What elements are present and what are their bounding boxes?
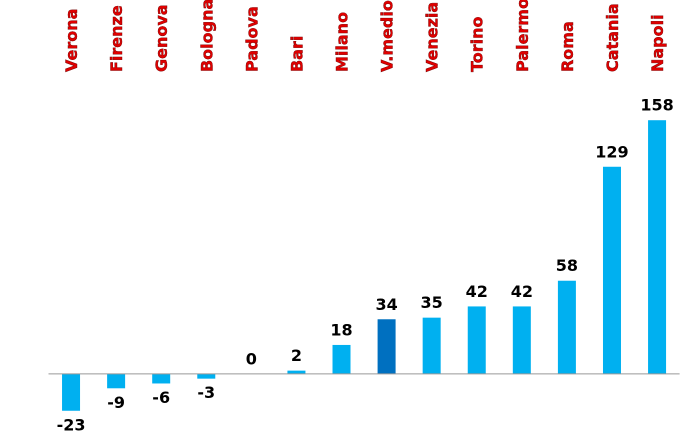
category-label: Venezia — [423, 2, 442, 72]
category-label: Bari — [287, 36, 306, 72]
value-label: -9 — [107, 393, 125, 412]
category-label: Roma — [558, 21, 577, 72]
category-label: Milano — [333, 12, 352, 72]
value-label: 2 — [291, 346, 302, 365]
value-label: 158 — [640, 96, 673, 115]
category-label: Catania — [603, 3, 622, 72]
bar — [152, 373, 171, 384]
category-label: Verona — [62, 9, 81, 72]
bar — [287, 370, 306, 374]
value-label: -23 — [57, 415, 86, 434]
category-label: Napoli — [648, 14, 667, 72]
bar — [467, 306, 486, 374]
bar — [377, 319, 396, 374]
value-label: 42 — [466, 282, 488, 301]
category-label: Firenze — [107, 5, 126, 72]
value-label: -6 — [152, 388, 170, 407]
value-label: 34 — [375, 295, 397, 314]
value-label: 42 — [511, 282, 533, 301]
category-label: Palermo — [513, 0, 532, 72]
value-label: 58 — [556, 256, 578, 275]
bar — [197, 373, 216, 379]
bar — [512, 306, 531, 374]
bar — [648, 120, 667, 374]
value-label: 129 — [595, 142, 628, 161]
bar — [62, 373, 81, 411]
category-label: Genova — [152, 4, 171, 72]
bar — [422, 317, 441, 374]
bar — [332, 344, 351, 374]
value-label: 0 — [246, 349, 257, 368]
value-label: -3 — [197, 383, 215, 402]
bar — [602, 166, 621, 374]
bar — [107, 373, 126, 389]
category-label: Bologna — [197, 0, 216, 72]
category-label: V.medio — [378, 0, 397, 72]
category-label: Padova — [242, 6, 261, 72]
value-label: 18 — [330, 320, 352, 339]
value-label: 35 — [421, 293, 443, 312]
bar — [557, 280, 576, 374]
category-label: Torino — [468, 16, 487, 72]
